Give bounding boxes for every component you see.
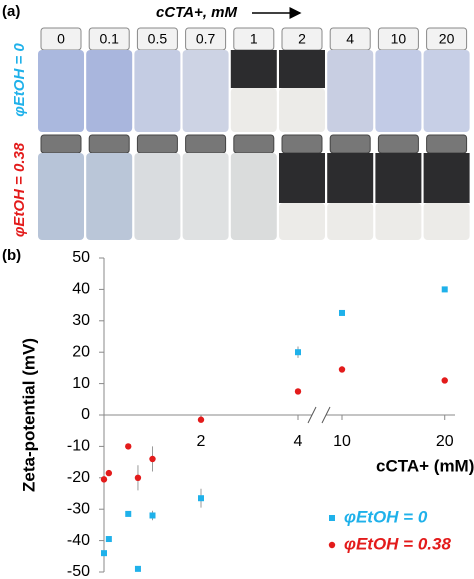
- chart: -50 -40 -30 -20 -10 0 10 20 30 40 50 2 4 10 20 Zeta-pot…: [19, 249, 474, 579]
- y-tick-label: -10: [67, 438, 90, 455]
- point: [338, 366, 346, 373]
- x-tick-label: 2: [197, 433, 206, 450]
- legend-marker: [329, 515, 335, 521]
- vial-liquid: [279, 153, 325, 203]
- concentration-label: 0.7: [196, 31, 216, 47]
- panel-label: (b): [2, 247, 21, 264]
- vial-liquid: [375, 153, 422, 203]
- y-tick-label: 40: [72, 281, 90, 298]
- point: [105, 536, 112, 543]
- axis-break: [307, 406, 317, 424]
- point: [198, 495, 204, 502]
- vial-cap: [233, 134, 275, 154]
- x-tick-label: 4: [294, 433, 303, 450]
- concentration-label: 2: [298, 31, 306, 47]
- point: [101, 550, 107, 557]
- vial-liquid: [134, 153, 181, 240]
- vial-cap: [281, 134, 323, 154]
- legend-label: φEtOH = 0.38: [344, 534, 451, 553]
- point: [125, 510, 132, 517]
- point: [294, 388, 302, 395]
- vial-liquid: [279, 50, 325, 88]
- y-axis-label: Zeta-potential (mV): [19, 338, 38, 492]
- y-tick-label: -20: [67, 469, 90, 486]
- point: [105, 469, 113, 477]
- point: [134, 474, 142, 481]
- x-tick-label: 10: [333, 433, 351, 450]
- concentration-label: 1: [250, 31, 258, 47]
- y-tick-label: -40: [67, 532, 90, 549]
- vial-sediment: [230, 88, 277, 132]
- vial-liquid: [375, 50, 422, 132]
- vial-sediment: [279, 203, 325, 240]
- vial-liquid: [182, 153, 229, 240]
- point: [441, 286, 448, 293]
- vial-liquid: [423, 50, 470, 132]
- point: [197, 416, 205, 423]
- vial-sediment: [423, 203, 470, 240]
- concentration-label: cCTA+, mM: [156, 4, 237, 21]
- y-tick-label: -30: [67, 500, 90, 517]
- vial-cap: [185, 134, 227, 154]
- point: [339, 309, 345, 316]
- vial-cap: [426, 134, 468, 154]
- vial-liquid: [423, 153, 470, 203]
- vial-cap: [40, 134, 82, 154]
- y-tick-label: 20: [72, 343, 90, 360]
- concentration-label: 10: [391, 31, 407, 47]
- vial-liquid: [38, 153, 84, 240]
- y-tick-label: 50: [72, 249, 90, 266]
- legend-marker: [328, 541, 336, 549]
- photo: 0 0.1 0.5 0.7 1 2 4 10 20: [38, 27, 470, 240]
- vial-sediment: [375, 203, 422, 240]
- axis-break: [321, 406, 331, 424]
- concentration-label: 20: [439, 31, 455, 47]
- x-tick-label: 20: [436, 433, 454, 450]
- concentration-label: 4: [346, 31, 354, 47]
- y-tick-label: -50: [67, 563, 90, 579]
- vial-sediment: [279, 88, 325, 132]
- vial-liquid: [327, 50, 374, 132]
- point: [441, 377, 448, 384]
- point: [134, 565, 141, 572]
- vial-liquid: [38, 50, 84, 132]
- vial-cap: [329, 134, 371, 154]
- vial-liquid: [230, 50, 277, 88]
- vial-liquid: [327, 153, 374, 203]
- vial-cap: [136, 134, 178, 154]
- x-axis-label: cCTA+ (mM): [376, 456, 474, 475]
- vial-cap: [377, 134, 419, 154]
- y-tick-label: 30: [72, 312, 90, 329]
- y-tick-label: 10: [72, 375, 90, 392]
- vial-liquid: [182, 50, 229, 132]
- point: [149, 512, 156, 519]
- vial-sediment: [327, 203, 374, 240]
- vial-liquid: [86, 153, 133, 240]
- row-label: φEtOH = 0.38: [11, 142, 28, 237]
- concentration-label: 0.5: [148, 31, 168, 47]
- point: [125, 443, 132, 450]
- y-tick-label: 0: [81, 406, 90, 423]
- vial-cap: [88, 134, 130, 154]
- point: [295, 349, 301, 356]
- point: [149, 455, 156, 463]
- vial-liquid: [230, 153, 277, 240]
- legend-label: φEtOH = 0: [344, 507, 428, 526]
- point: [100, 476, 108, 483]
- panel-label: (a): [2, 3, 20, 20]
- vial-liquid: [134, 50, 181, 132]
- concentration-label: 0.1: [99, 31, 119, 47]
- concentration-label: 0: [57, 31, 65, 47]
- vial-liquid: [86, 50, 133, 132]
- row-label: φEtOH = 0: [11, 43, 28, 117]
